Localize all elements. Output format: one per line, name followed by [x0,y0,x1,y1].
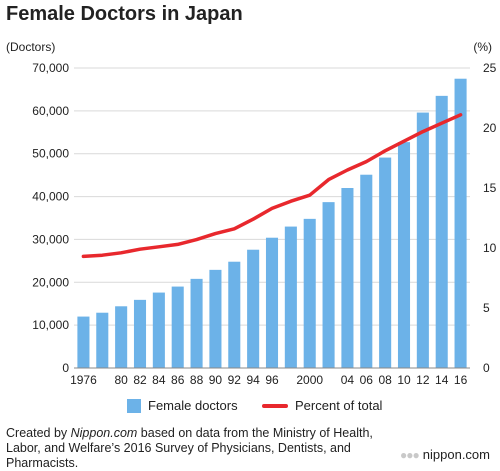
left-tick-label: 50,000 [32,147,69,161]
bar [133,299,147,368]
left-tick-label: 70,000 [32,61,69,75]
bar [209,269,222,368]
x-tick-label: 96 [265,373,279,387]
bar [265,237,279,368]
legend-item-bars: Female doctors [127,398,238,413]
x-tick-label: 82 [133,373,147,387]
left-tick-label: 30,000 [32,232,69,246]
bar [228,261,241,368]
x-tick-label: 12 [416,373,430,387]
bar [284,226,297,368]
x-tick-label: 1976 [70,373,97,387]
x-tick-label: 10 [397,373,411,387]
x-tick-label: 80 [114,373,128,387]
left-tick-label: 20,000 [32,275,69,289]
x-tick-label: 94 [246,373,260,387]
bar [379,157,392,368]
logo-text: nippon.com [422,447,490,462]
percent-line [81,113,463,259]
chart-title: Female Doctors in Japan [6,3,243,25]
legend-bar-swatch [127,398,141,413]
bar [322,202,335,368]
bar [115,306,128,368]
source-post: based on data from the Ministry of Healt… [6,426,373,470]
legend-bar-label: Female doctors [148,398,238,413]
bar [152,292,165,368]
chart-legend: Female doctors Percent of total [0,398,500,416]
bar [341,188,354,368]
right-tick-label: 10 [483,241,497,255]
bar [360,174,373,368]
x-tick-label: 92 [228,373,242,387]
source-pre: Created by [6,426,71,440]
left-tick-label: 10,000 [32,318,69,332]
legend-item-line: Percent of total [262,398,382,413]
source-site: Nippon.com [70,426,138,440]
bar [397,142,411,368]
right-axis-unit: (%) [473,40,492,54]
x-tick-label: 90 [209,373,223,387]
x-tick-label: 04 [341,373,355,387]
right-tick-label: 5 [483,301,490,315]
legend-line-swatch [262,403,288,408]
logo-dots-icon: ●●● [400,447,420,462]
chart-plot: 0 10,000 20,000 30,000 40,000 50,000 60,000 70,… [32,61,497,387]
x-tick-label: 08 [378,373,392,387]
left-axis-unit: (Doctors) [6,40,56,54]
source-note: Created by Nippon.com based on data from… [6,426,396,471]
bar [435,95,448,368]
right-tick-label: 25 [483,61,497,75]
bar [247,249,260,368]
bar [77,316,90,368]
x-tick-label: 84 [152,373,166,387]
right-tick-label: 0 [483,361,490,375]
x-tick-label: 16 [454,373,468,387]
right-tick-label: 20 [483,121,497,135]
bar [96,312,109,368]
bar [303,218,316,368]
bar [190,278,203,368]
left-tick-label: 0 [62,361,69,375]
x-tick-label: 14 [435,373,449,387]
left-tick-label: 40,000 [32,190,69,204]
bar [416,112,429,368]
x-tick-label: 88 [190,373,204,387]
legend-line-label: Percent of total [295,398,383,413]
nippon-logo: ●●● nippon.com [400,447,490,462]
left-tick-label: 60,000 [32,104,69,118]
x-tick-label: 06 [360,373,374,387]
right-tick-label: 15 [483,181,497,195]
x-tick-label: 2000 [296,373,323,387]
bar [171,286,184,368]
bar [454,78,467,368]
x-tick-label: 86 [171,373,185,387]
